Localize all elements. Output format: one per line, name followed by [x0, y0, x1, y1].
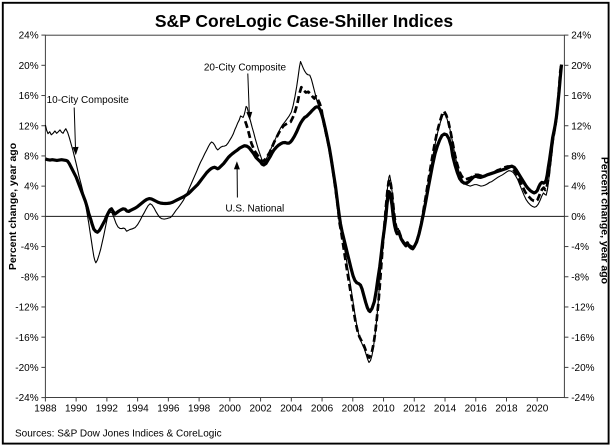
svg-text:-4%: -4%	[21, 242, 39, 253]
svg-text:-4%: -4%	[571, 242, 589, 253]
svg-text:-20%: -20%	[571, 363, 594, 374]
svg-text:1998: 1998	[188, 403, 211, 414]
svg-text:1994: 1994	[126, 403, 149, 414]
svg-text:U.S. National: U.S. National	[225, 204, 284, 215]
svg-text:2012: 2012	[403, 403, 426, 414]
svg-text:2014: 2014	[434, 403, 457, 414]
svg-text:2004: 2004	[280, 403, 303, 414]
svg-text:2002: 2002	[249, 403, 272, 414]
svg-text:-8%: -8%	[21, 272, 39, 283]
svg-text:12%: 12%	[571, 121, 591, 132]
svg-text:2010: 2010	[372, 403, 395, 414]
svg-text:S&P CoreLogic Case-Shiller Ind: S&P CoreLogic Case-Shiller Indices	[155, 11, 454, 31]
svg-text:16%: 16%	[19, 91, 39, 102]
svg-text:2000: 2000	[219, 403, 242, 414]
svg-text:0%: 0%	[24, 212, 39, 223]
svg-text:1988: 1988	[34, 403, 57, 414]
svg-text:Sources: S&P Dow Jones Indices: Sources: S&P Dow Jones Indices & CoreLog…	[15, 429, 222, 440]
svg-text:4%: 4%	[571, 182, 586, 193]
svg-text:8%: 8%	[24, 152, 39, 163]
svg-text:16%: 16%	[571, 91, 591, 102]
svg-text:2016: 2016	[465, 403, 488, 414]
svg-text:Percent change, year ago: Percent change, year ago	[7, 143, 19, 270]
svg-text:1990: 1990	[65, 403, 88, 414]
svg-text:0%: 0%	[571, 212, 586, 223]
svg-text:-20%: -20%	[15, 363, 38, 374]
svg-text:12%: 12%	[19, 121, 39, 132]
svg-text:-8%: -8%	[571, 272, 589, 283]
svg-text:-12%: -12%	[15, 303, 38, 314]
svg-text:2018: 2018	[495, 403, 518, 414]
svg-text:1996: 1996	[157, 403, 180, 414]
svg-text:-24%: -24%	[15, 393, 38, 404]
svg-text:1992: 1992	[96, 403, 119, 414]
svg-text:20%: 20%	[19, 61, 39, 72]
svg-text:-24%: -24%	[571, 393, 594, 404]
svg-text:20-City Composite: 20-City Composite	[204, 62, 287, 73]
svg-text:24%: 24%	[571, 31, 591, 42]
svg-text:24%: 24%	[19, 31, 39, 42]
svg-text:10-City Composite: 10-City Composite	[47, 95, 130, 106]
svg-text:-16%: -16%	[15, 333, 38, 344]
svg-text:4%: 4%	[24, 182, 39, 193]
svg-text:2020: 2020	[526, 403, 549, 414]
svg-text:8%: 8%	[571, 152, 586, 163]
svg-text:-16%: -16%	[571, 333, 594, 344]
svg-text:Percent change, year ago: Percent change, year ago	[599, 157, 611, 284]
svg-text:2006: 2006	[311, 403, 334, 414]
svg-text:-12%: -12%	[571, 303, 594, 314]
svg-text:2008: 2008	[342, 403, 365, 414]
svg-text:20%: 20%	[571, 61, 591, 72]
